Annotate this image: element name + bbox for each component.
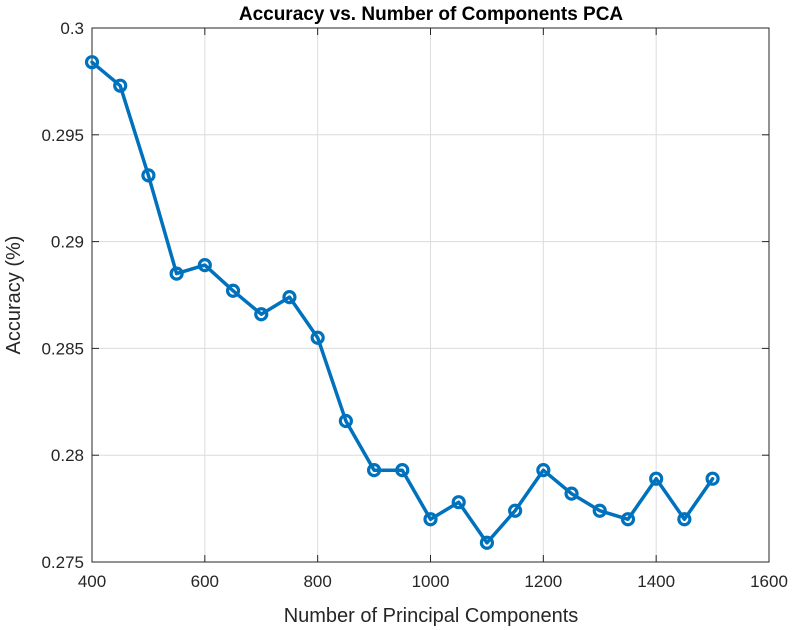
y-axis-label: Accuracy (%)	[3, 236, 25, 355]
x-tick-label: 400	[78, 572, 106, 591]
y-tick-label: 0.3	[60, 19, 84, 38]
data-point-marker	[141, 168, 156, 183]
x-tick-label: 600	[191, 572, 219, 591]
data-point-marker	[649, 471, 664, 486]
data-point-marker	[479, 535, 495, 550]
data-point-marker	[338, 413, 353, 429]
x-axis-label: Number of Principal Components	[284, 605, 579, 627]
series-line	[90, 60, 715, 545]
y-tick-label: 0.28	[51, 446, 84, 465]
data-point-marker	[508, 503, 523, 518]
y-tick-label: 0.275	[41, 553, 84, 572]
data-point-marker	[564, 486, 579, 501]
data-point-marker	[451, 495, 466, 510]
data-point-marker	[423, 512, 438, 527]
data-point-marker	[113, 78, 128, 93]
data-point-marker	[225, 283, 241, 298]
y-tick-labels: 0.275 0.28 0.285 0.29 0.295 0.3	[41, 19, 84, 572]
data-point-marker	[84, 55, 100, 70]
x-tick-label: 1200	[524, 572, 562, 591]
data-point-marker	[677, 512, 692, 527]
chart-title: Accuracy vs. Number of Components PCA	[239, 4, 624, 25]
tick-marks	[91, 27, 770, 563]
x-tick-label: 800	[303, 572, 331, 591]
data-point-marker	[366, 463, 382, 478]
x-tick-label: 1400	[637, 572, 675, 591]
data-point-marker	[310, 330, 325, 345]
y-tick-label: 0.29	[51, 233, 84, 252]
y-tick-label: 0.295	[41, 126, 84, 145]
data-point-marker	[282, 290, 297, 305]
data-point-marker	[705, 471, 720, 486]
x-tick-labels: 400 600 800 1000 1200 1400 1600	[78, 572, 788, 591]
data-point-marker	[197, 257, 212, 273]
series-group	[84, 55, 720, 550]
x-tick-label: 1600	[750, 572, 788, 591]
data-point-marker	[395, 463, 410, 478]
data-point-marker	[169, 266, 184, 281]
data-point-marker	[254, 307, 269, 322]
data-point-marker	[620, 512, 636, 527]
data-point-marker	[536, 463, 551, 478]
data-point-marker	[592, 503, 607, 518]
y-tick-label: 0.285	[41, 339, 84, 358]
x-tick-label: 1000	[412, 572, 450, 591]
